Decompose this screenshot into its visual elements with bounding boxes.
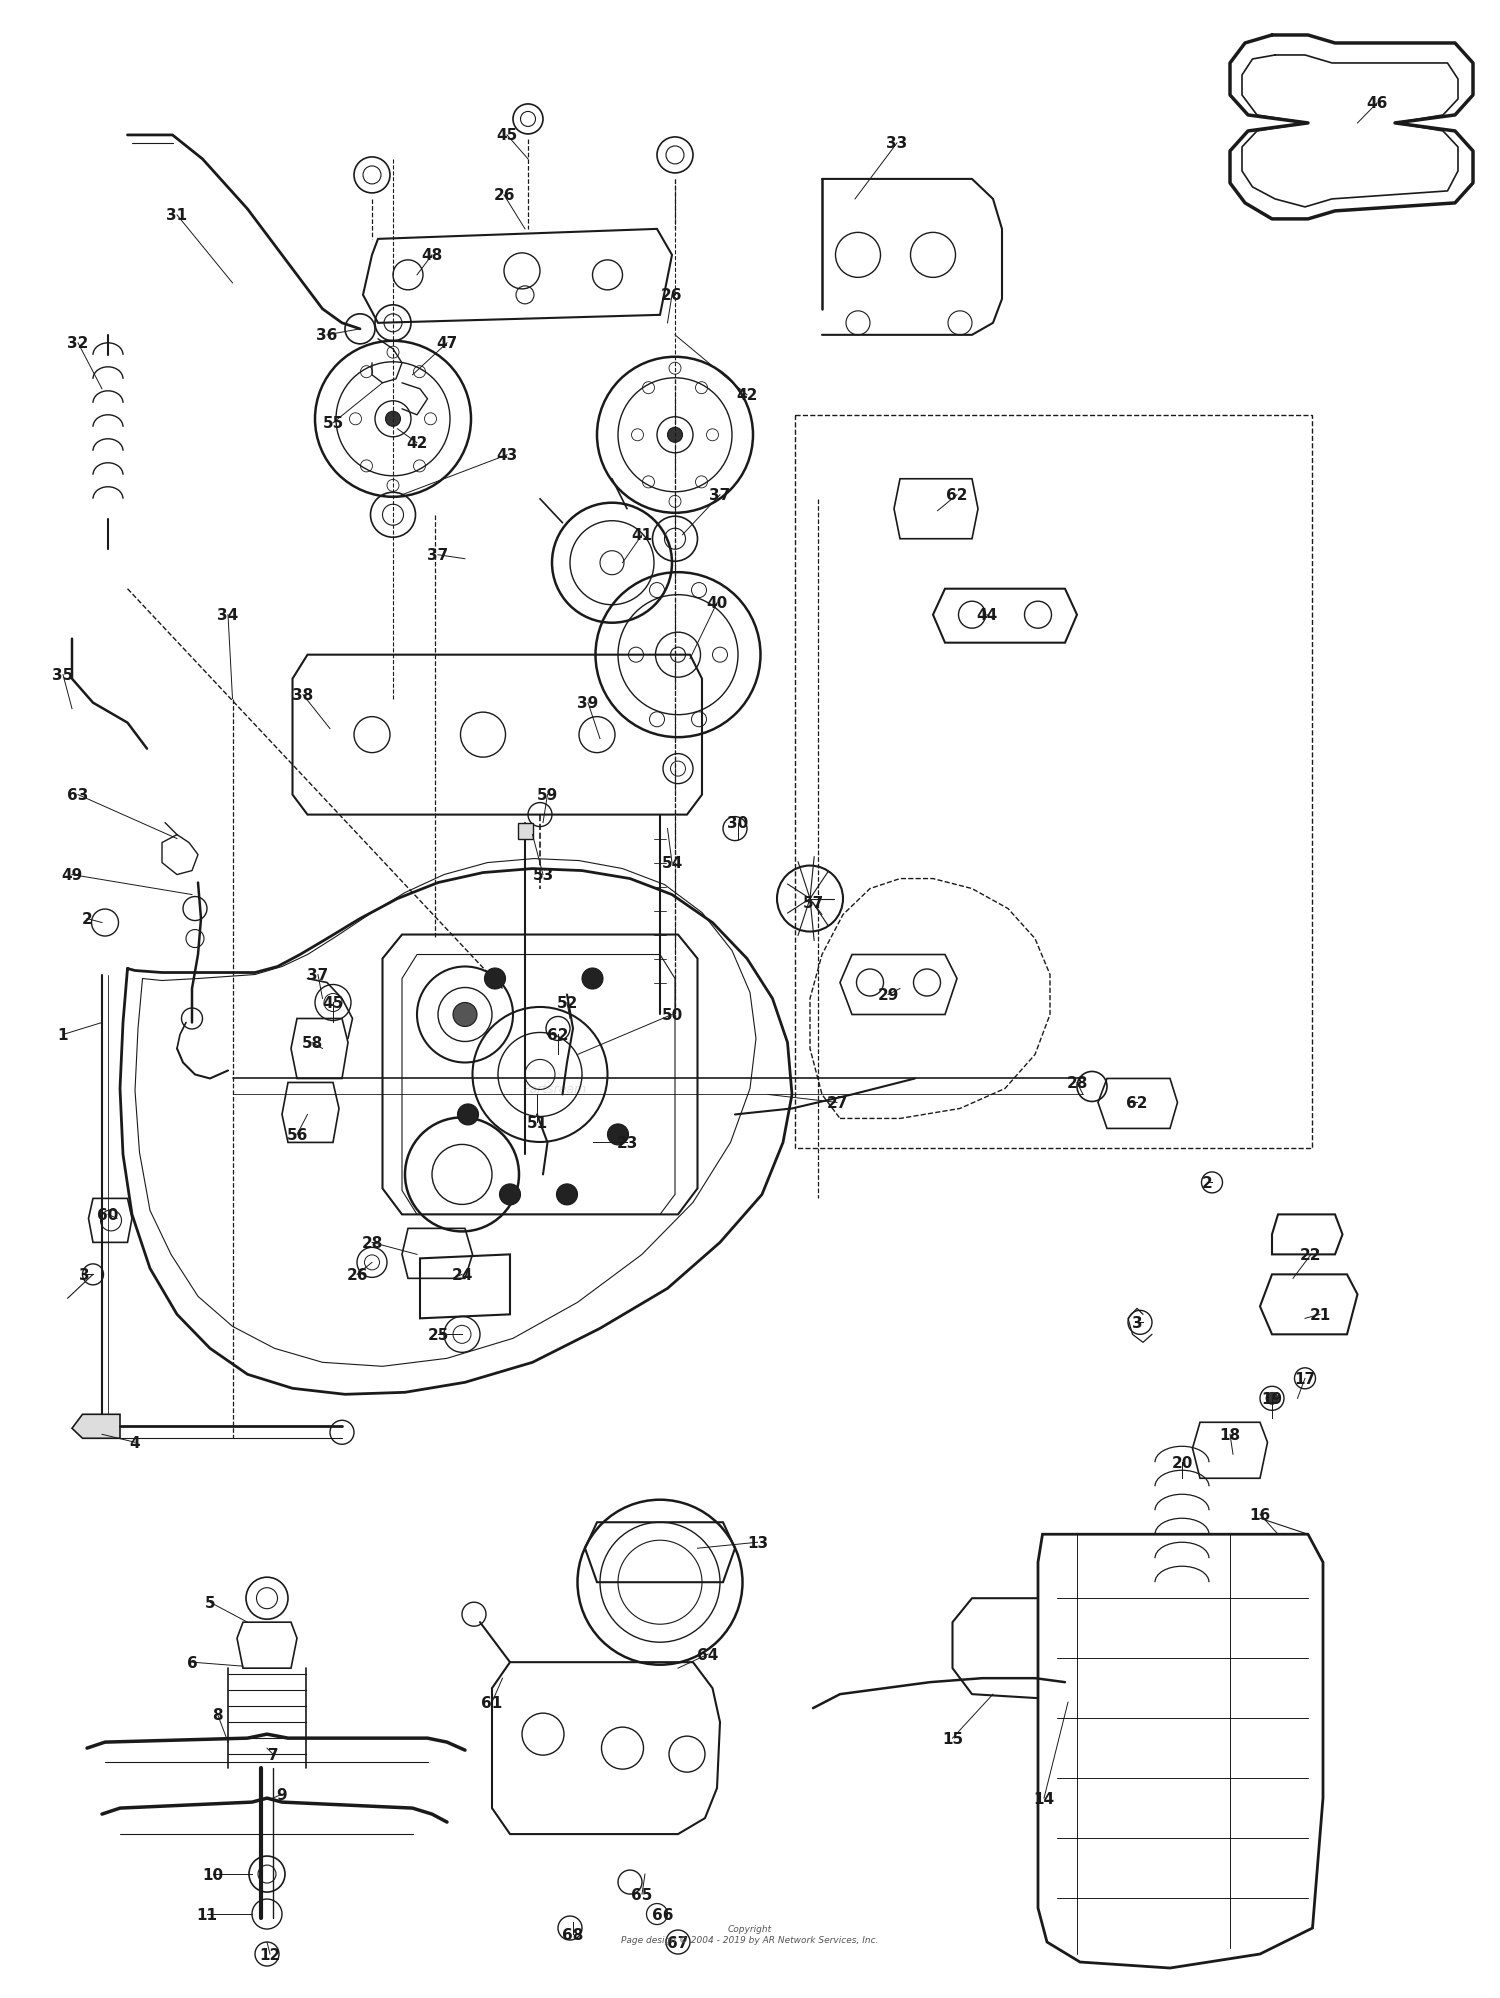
Text: 29: 29 (878, 987, 898, 1003)
Text: 3: 3 (78, 1267, 90, 1283)
Text: 37: 37 (427, 547, 448, 563)
Text: 7: 7 (267, 1746, 279, 1762)
Text: 40: 40 (706, 595, 728, 611)
Text: 59: 59 (537, 787, 558, 803)
Text: 58: 58 (302, 1035, 322, 1051)
Circle shape (484, 969, 506, 989)
Text: 49: 49 (62, 867, 82, 883)
Text: 37: 37 (308, 967, 328, 983)
Text: 51: 51 (526, 1115, 548, 1131)
Text: 41: 41 (632, 527, 652, 543)
Text: 26: 26 (662, 288, 682, 304)
Text: 62: 62 (946, 488, 968, 503)
Text: 38: 38 (292, 687, 314, 703)
Text: 36: 36 (316, 328, 338, 344)
Text: 16: 16 (1250, 1506, 1270, 1522)
Text: 55: 55 (322, 416, 344, 432)
Text: 18: 18 (1220, 1427, 1240, 1443)
Circle shape (608, 1125, 628, 1145)
Text: 53: 53 (532, 867, 554, 883)
Text: 8: 8 (211, 1706, 223, 1722)
Polygon shape (518, 823, 532, 839)
Text: 42: 42 (406, 436, 427, 452)
Text: 67: 67 (668, 1934, 688, 1950)
Text: 57: 57 (802, 895, 824, 911)
Text: 11: 11 (196, 1906, 217, 1922)
Circle shape (556, 1185, 578, 1205)
Text: 52: 52 (556, 995, 578, 1011)
Text: 60: 60 (98, 1207, 118, 1223)
Text: 54: 54 (662, 855, 682, 871)
Text: 34: 34 (217, 607, 238, 623)
Text: 30: 30 (728, 815, 748, 831)
Text: 32: 32 (68, 336, 88, 352)
Text: 9: 9 (276, 1786, 288, 1802)
Circle shape (668, 428, 682, 444)
Text: 62: 62 (548, 1027, 568, 1043)
Text: 19: 19 (1262, 1391, 1282, 1407)
Text: 10: 10 (202, 1866, 223, 1882)
Text: 62: 62 (1126, 1095, 1148, 1111)
Text: 48: 48 (422, 248, 442, 264)
Text: 25: 25 (427, 1327, 448, 1343)
Text: 15: 15 (942, 1730, 963, 1746)
Text: 14: 14 (1034, 1790, 1054, 1806)
Text: 3: 3 (1131, 1315, 1143, 1331)
Text: 65: 65 (632, 1886, 652, 1902)
Text: 6: 6 (186, 1654, 198, 1670)
Polygon shape (72, 1415, 120, 1439)
Text: 68: 68 (562, 1926, 584, 1942)
Text: 2: 2 (81, 911, 93, 927)
Text: 37: 37 (710, 488, 730, 503)
Circle shape (453, 1003, 477, 1027)
Text: 21: 21 (1310, 1307, 1330, 1323)
Text: 39: 39 (578, 695, 598, 711)
Text: 35: 35 (53, 667, 74, 683)
Text: 46: 46 (1366, 96, 1388, 112)
Text: 22: 22 (1300, 1247, 1322, 1263)
Text: 66: 66 (652, 1906, 674, 1922)
Text: 33: 33 (886, 136, 908, 152)
Circle shape (582, 969, 603, 989)
Circle shape (1266, 1393, 1278, 1405)
Circle shape (458, 1105, 478, 1125)
Text: 4: 4 (129, 1435, 141, 1451)
Text: 61: 61 (482, 1694, 502, 1710)
Text: 56: 56 (286, 1127, 308, 1143)
Text: 45: 45 (322, 995, 344, 1011)
Text: 2: 2 (1202, 1175, 1214, 1191)
Text: 17: 17 (1294, 1371, 1316, 1387)
Text: 23: 23 (616, 1135, 638, 1151)
Text: 13: 13 (747, 1534, 768, 1550)
Text: 27: 27 (827, 1095, 848, 1111)
Text: 42: 42 (736, 388, 758, 404)
Text: 24: 24 (452, 1267, 472, 1283)
Text: 64: 64 (698, 1646, 718, 1662)
Text: 45: 45 (496, 128, 517, 144)
Text: 50: 50 (662, 1007, 682, 1023)
Text: 31: 31 (166, 208, 188, 224)
Text: Copyright
Page design © 2004 - 2019 by AR Network Services, Inc.: Copyright Page design © 2004 - 2019 by A… (621, 1924, 879, 1944)
Circle shape (386, 412, 400, 428)
Text: 12: 12 (260, 1946, 280, 1962)
Text: 63: 63 (68, 787, 88, 803)
Text: 26: 26 (346, 1267, 368, 1283)
Text: 5: 5 (204, 1594, 216, 1610)
Circle shape (500, 1185, 520, 1205)
Text: 44: 44 (976, 607, 998, 623)
Text: 20: 20 (1172, 1455, 1192, 1471)
Text: 28: 28 (362, 1235, 382, 1251)
Text: 47: 47 (436, 336, 457, 352)
Text: 28: 28 (1066, 1075, 1088, 1091)
Text: 1: 1 (58, 1027, 69, 1043)
Text: 26: 26 (494, 188, 514, 204)
Text: Partsream: Partsream (524, 1083, 586, 1095)
Text: 43: 43 (496, 448, 517, 464)
